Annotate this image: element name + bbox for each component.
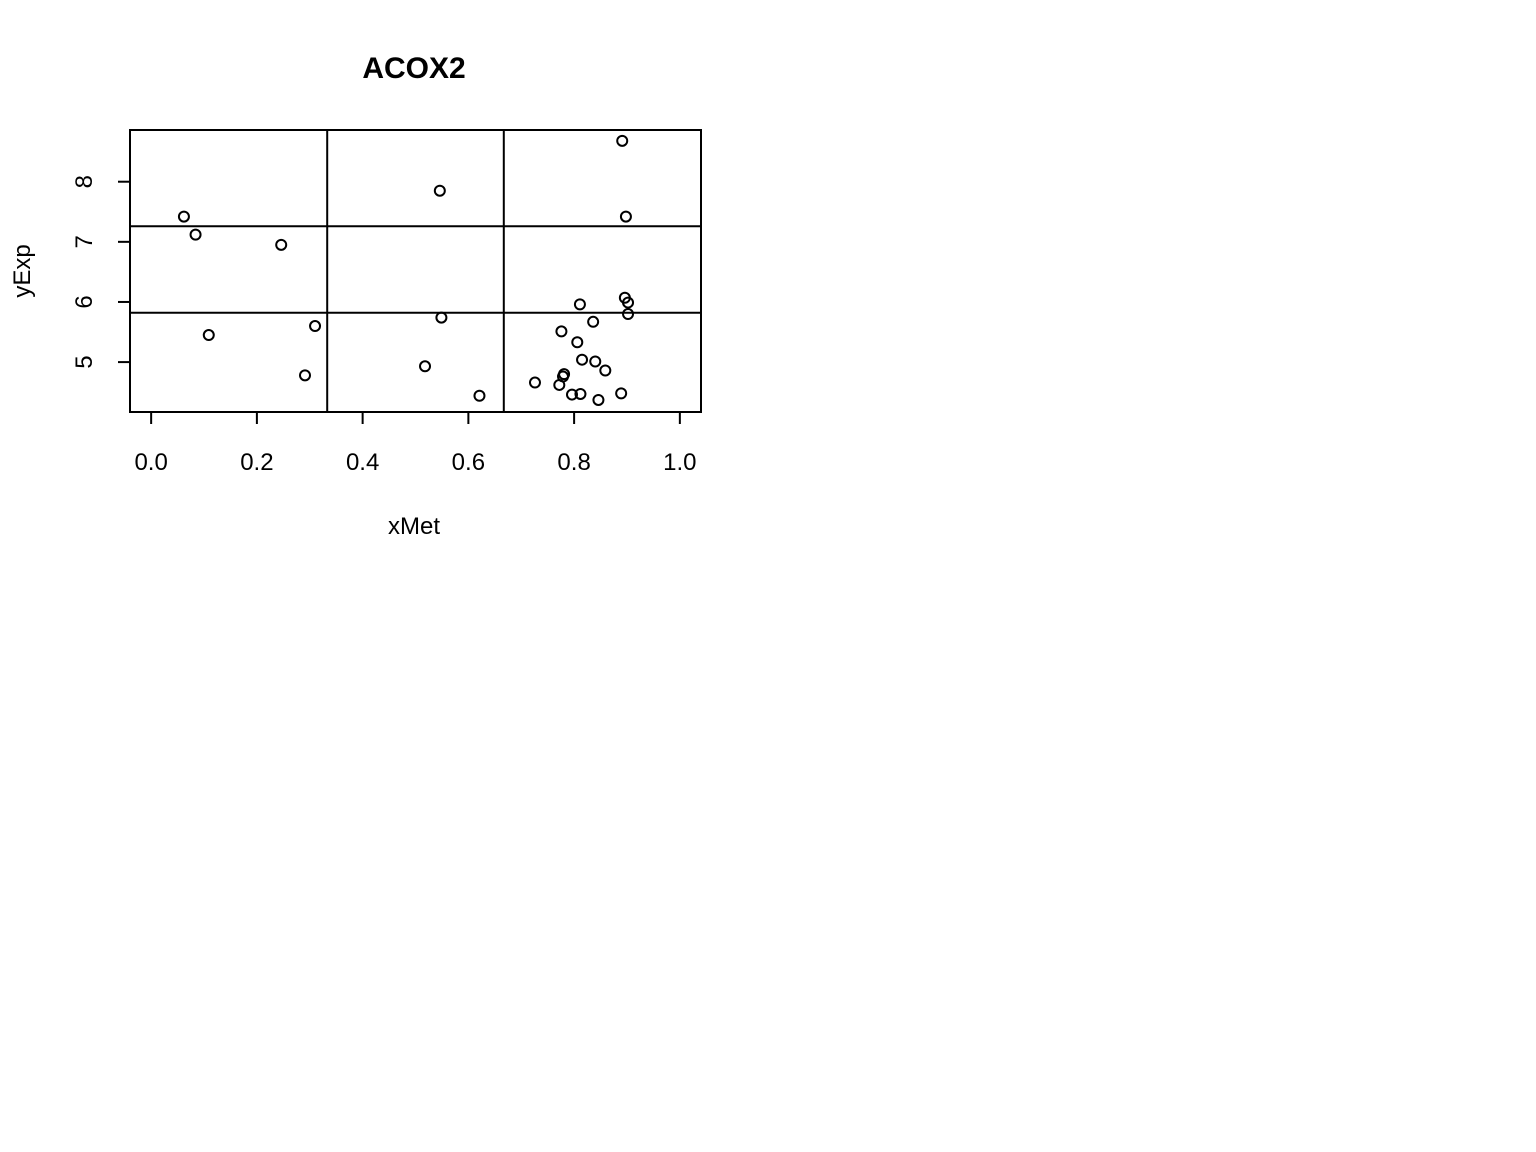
data-point (576, 353, 589, 366)
y-tick-label: 6 (71, 295, 98, 308)
data-point (189, 228, 202, 241)
data-point (419, 360, 432, 373)
x-axis: 0.0 0.2 0.4 0.6 0.8 1.0 (134, 411, 697, 476)
data-point (599, 364, 612, 377)
y-tick-label: 8 (71, 175, 98, 188)
data-point (571, 336, 584, 349)
data-point (573, 298, 586, 311)
data-point (574, 387, 587, 400)
data-point (433, 184, 446, 197)
data-point (202, 329, 215, 342)
x-tick-label: 0.4 (346, 449, 379, 476)
data-point (592, 393, 605, 406)
y-axis: 5 6 7 8 (71, 175, 131, 369)
data-point (177, 210, 190, 223)
x-tick-label: 1.0 (663, 449, 696, 476)
partition-lines (130, 130, 701, 412)
data-point (615, 387, 628, 400)
data-point (555, 325, 568, 338)
data-point (616, 134, 629, 147)
data-point (589, 355, 602, 368)
data-point (275, 238, 288, 251)
data-point (565, 388, 578, 401)
data-point (435, 311, 448, 324)
data-point (622, 307, 635, 320)
y-axis-label: yExp (9, 244, 36, 297)
y-tick-label: 7 (71, 235, 98, 248)
data-points (177, 134, 635, 406)
x-axis-label: xMet (388, 513, 440, 540)
x-tick-label: 0.6 (452, 449, 485, 476)
chart-title: ACOX2 (362, 52, 465, 85)
y-tick-label: 5 (71, 355, 98, 368)
x-tick-label: 0.8 (557, 449, 590, 476)
data-point (299, 369, 312, 382)
data-point (528, 376, 541, 389)
x-tick-label: 0.0 (134, 449, 167, 476)
plot-frame (129, 129, 702, 413)
data-point (622, 296, 635, 309)
x-tick-label: 0.2 (240, 449, 273, 476)
data-point (619, 210, 632, 223)
data-point (309, 320, 322, 333)
data-point (473, 389, 486, 402)
data-point (553, 378, 566, 391)
data-point (587, 315, 600, 328)
